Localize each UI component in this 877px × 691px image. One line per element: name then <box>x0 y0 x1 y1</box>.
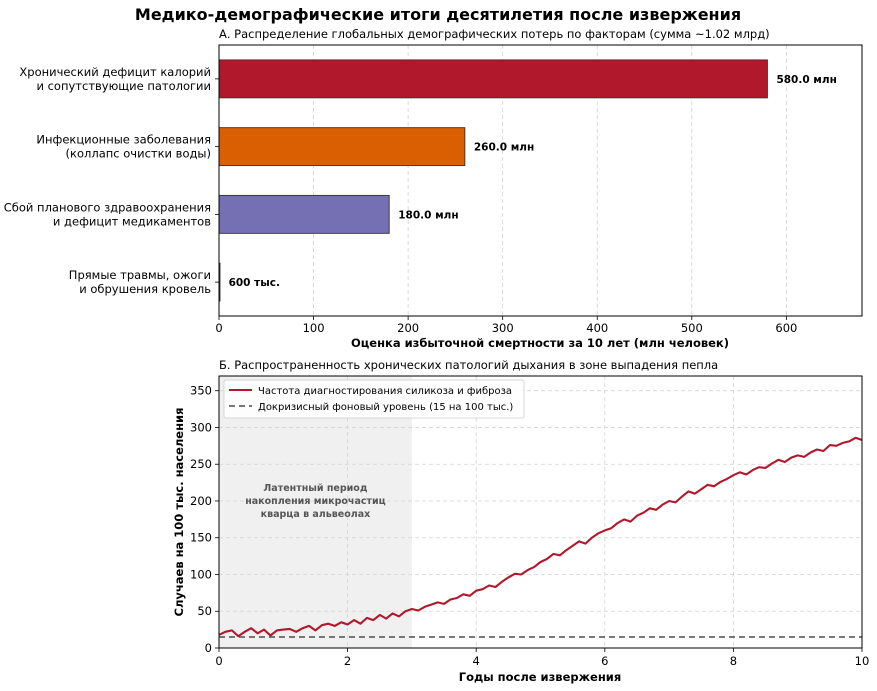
panel-b-x-tick-label: 10 <box>855 654 870 668</box>
panel-b-x-tick-label: 8 <box>730 654 737 668</box>
legend-entry-label: Частота диагностирования силикоза и фибр… <box>258 386 512 397</box>
panel-b-x-tick-label: 2 <box>344 654 351 668</box>
panel-a-x-tick-label: 400 <box>586 321 608 335</box>
panel-a-frame <box>218 44 863 317</box>
panel-a-x-tick-label: 300 <box>492 321 514 335</box>
panel-a-value-label: 260.0 млн <box>474 142 534 154</box>
panel-a-category-label: и дефицит медикаментов <box>53 214 211 228</box>
panel-b-y-tick-label: 250 <box>190 457 212 471</box>
latent-period-annotation: Латентный период накопления микрочастиц кв… <box>245 483 386 520</box>
panel-a-category-label: Хронический дефицит калорий <box>19 65 211 79</box>
panel-a-x-tick-label: 600 <box>775 321 797 335</box>
panel-a-bar <box>218 59 768 99</box>
panel-a-bar-chart: А. Распределение глобальных демографичес… <box>4 27 863 350</box>
panel-b-y-tick-label: 200 <box>190 494 212 508</box>
panel-a-x-tick-label: 100 <box>303 321 325 335</box>
panel-b-y-axis-label: Случаев на 100 тыс. населения <box>172 408 186 617</box>
panel-b-frame <box>218 375 863 649</box>
panel-a-x-tick-label: 200 <box>397 321 419 335</box>
panel-a-category-label: и обрушения кровель <box>79 282 211 296</box>
panel-a-x-axis-label: Оценка избыточной смертности за 10 лет (… <box>351 336 729 350</box>
panel-b-y-tick-label: 0 <box>205 641 212 655</box>
panel-a-category-label: Прямые травмы, ожоги <box>69 268 211 282</box>
panel-a-bars <box>218 59 768 302</box>
panel-a-bar <box>218 194 390 234</box>
panel-a-value-label: 580.0 млн <box>776 74 836 86</box>
panel-a-value-label: 180.0 млн <box>398 209 458 221</box>
panel-b-line-chart: Б. Распространенность хронических патоло… <box>172 358 869 684</box>
panel-b-x-tick-label: 4 <box>473 654 480 668</box>
panel-a-x-ticks: 0 100 200 300 400 500 600 <box>215 316 797 335</box>
panel-a-value-labels: 580.0 млн 260.0 млн 180.0 млн 600 тыс. <box>229 74 837 289</box>
panel-a-value-label: 600 тыс. <box>229 277 280 289</box>
latent-period-shaded-region <box>219 376 412 648</box>
panel-b-x-axis-label: Годы после извержения <box>459 670 622 684</box>
panel-b-y-tick-label: 50 <box>197 604 212 618</box>
panel-b-y-tick-label: 100 <box>190 567 212 581</box>
panel-b-x-tick-label: 6 <box>601 654 608 668</box>
panel-b-y-tick-label: 300 <box>190 420 212 434</box>
figure-title: Медико-демографические итоги десятилетия… <box>135 5 741 24</box>
panel-b-y-tick-label: 350 <box>190 384 212 398</box>
panel-b-y-ticks: 0 50 100 150 200 250 300 350 <box>190 384 219 655</box>
latent-period-label: накопления микрочастиц <box>245 496 386 507</box>
panel-a-category-label: Инфекционные заболевания <box>36 133 211 147</box>
panel-a-category-label: Сбой планового здравоохранения <box>4 200 211 214</box>
panel-a-x-tick-label: 500 <box>681 321 703 335</box>
latent-period-label: кварца в альвеолах <box>261 509 371 520</box>
panel-a-category-label: (коллапс очистки воды) <box>66 147 211 161</box>
panel-b-x-ticks: 0 2 4 6 8 10 <box>215 648 869 668</box>
panel-b-series <box>218 436 863 638</box>
panel-a-bar <box>218 127 466 167</box>
legend-box <box>223 379 525 419</box>
panel-b-title: Б. Распространенность хронических патоло… <box>219 358 718 372</box>
panel-b-y-tick-label: 150 <box>190 531 212 545</box>
panel-a-category-label: и сопутствующие патологии <box>36 79 211 93</box>
panel-a-x-tick-label: 0 <box>215 321 222 335</box>
silicosis-series-line <box>218 436 863 638</box>
panel-b-legend: Частота диагностирования силикоза и фибр… <box>223 379 525 419</box>
panel-a-title: А. Распределение глобальных демографичес… <box>219 27 770 41</box>
latent-period-label: Латентный период <box>263 483 367 494</box>
panel-b-x-tick-label: 0 <box>215 654 222 668</box>
legend-entry-label: Докризисный фоновый уровень (15 на 100 т… <box>258 402 513 413</box>
